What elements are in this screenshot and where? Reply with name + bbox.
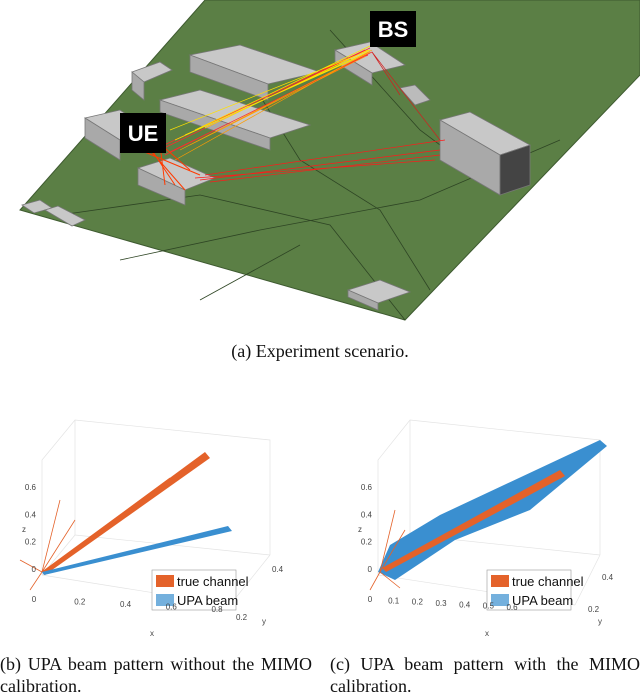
ue-tag-box bbox=[120, 113, 166, 153]
x-tick-label: 0.2 bbox=[74, 598, 86, 607]
true-channel-rays bbox=[19, 477, 171, 591]
z-tick-label: 0 bbox=[368, 565, 373, 574]
legend-swatch bbox=[156, 594, 174, 606]
true-channel-beam bbox=[42, 452, 210, 575]
caption: (c) UPA beam pattern with the MIMO calib… bbox=[330, 654, 640, 696]
legend-label: true channel bbox=[512, 574, 584, 589]
legend-swatch bbox=[491, 594, 509, 606]
bs-tag-box bbox=[370, 11, 416, 47]
x-tick-label: 0.4 bbox=[120, 600, 132, 609]
x-tick-label: 0 bbox=[368, 595, 373, 604]
z-tick-label: 0.2 bbox=[25, 538, 37, 547]
true-channel-rays bbox=[369, 509, 406, 591]
z-tick-label: 0.6 bbox=[361, 483, 373, 492]
x-tick-label: 0.6 bbox=[166, 603, 178, 612]
y-tick-label: 0.2 bbox=[236, 613, 248, 622]
plot-b-box bbox=[41, 419, 271, 606]
z-tick-label: 0.4 bbox=[361, 510, 373, 519]
z-tick-label: 0.2 bbox=[361, 538, 373, 547]
legend-label: UPA beam bbox=[512, 593, 573, 608]
x-tick-label: 0.8 bbox=[211, 605, 223, 614]
x-tick-label: 0 bbox=[32, 595, 37, 604]
rays bbox=[139, 45, 446, 191]
caption: (b) UPA beam pattern without the MIMO ca… bbox=[0, 654, 312, 696]
x-tick-label: 0.1 bbox=[388, 596, 400, 605]
axis-label: z bbox=[22, 525, 26, 534]
axis-label: x bbox=[150, 629, 154, 638]
axis-label: y bbox=[262, 617, 266, 626]
legend-swatch bbox=[491, 575, 509, 587]
caption: (a) Experiment scenario. bbox=[231, 341, 409, 361]
ue-tag: UE bbox=[128, 121, 159, 146]
legend-label: true channel bbox=[177, 574, 249, 589]
z-tick-label: 0.4 bbox=[25, 510, 37, 519]
x-tick-label: 0.5 bbox=[483, 602, 495, 611]
y-tick-label: 0.4 bbox=[602, 573, 614, 582]
z-tick-label: 0.6 bbox=[25, 483, 37, 492]
x-tick-label: 0.4 bbox=[459, 600, 471, 609]
x-tick-label: 0.3 bbox=[435, 599, 447, 608]
upa-beam bbox=[42, 526, 232, 575]
y-tick-label: 0.2 bbox=[588, 605, 600, 614]
terrain bbox=[19, 0, 640, 321]
true-channel-beam bbox=[382, 470, 565, 572]
y-tick-label: 0.4 bbox=[272, 565, 284, 574]
legend-swatch bbox=[156, 575, 174, 587]
axis-label: y bbox=[598, 617, 602, 626]
legend-label: UPA beam bbox=[177, 593, 238, 608]
x-tick-label: 0.2 bbox=[412, 598, 424, 607]
bs-tag: BS bbox=[378, 17, 409, 42]
axis-label: z bbox=[358, 525, 362, 534]
z-tick-label: 0 bbox=[32, 565, 37, 574]
x-tick-label: 0.6 bbox=[506, 603, 518, 612]
axis-label: x bbox=[485, 629, 489, 638]
